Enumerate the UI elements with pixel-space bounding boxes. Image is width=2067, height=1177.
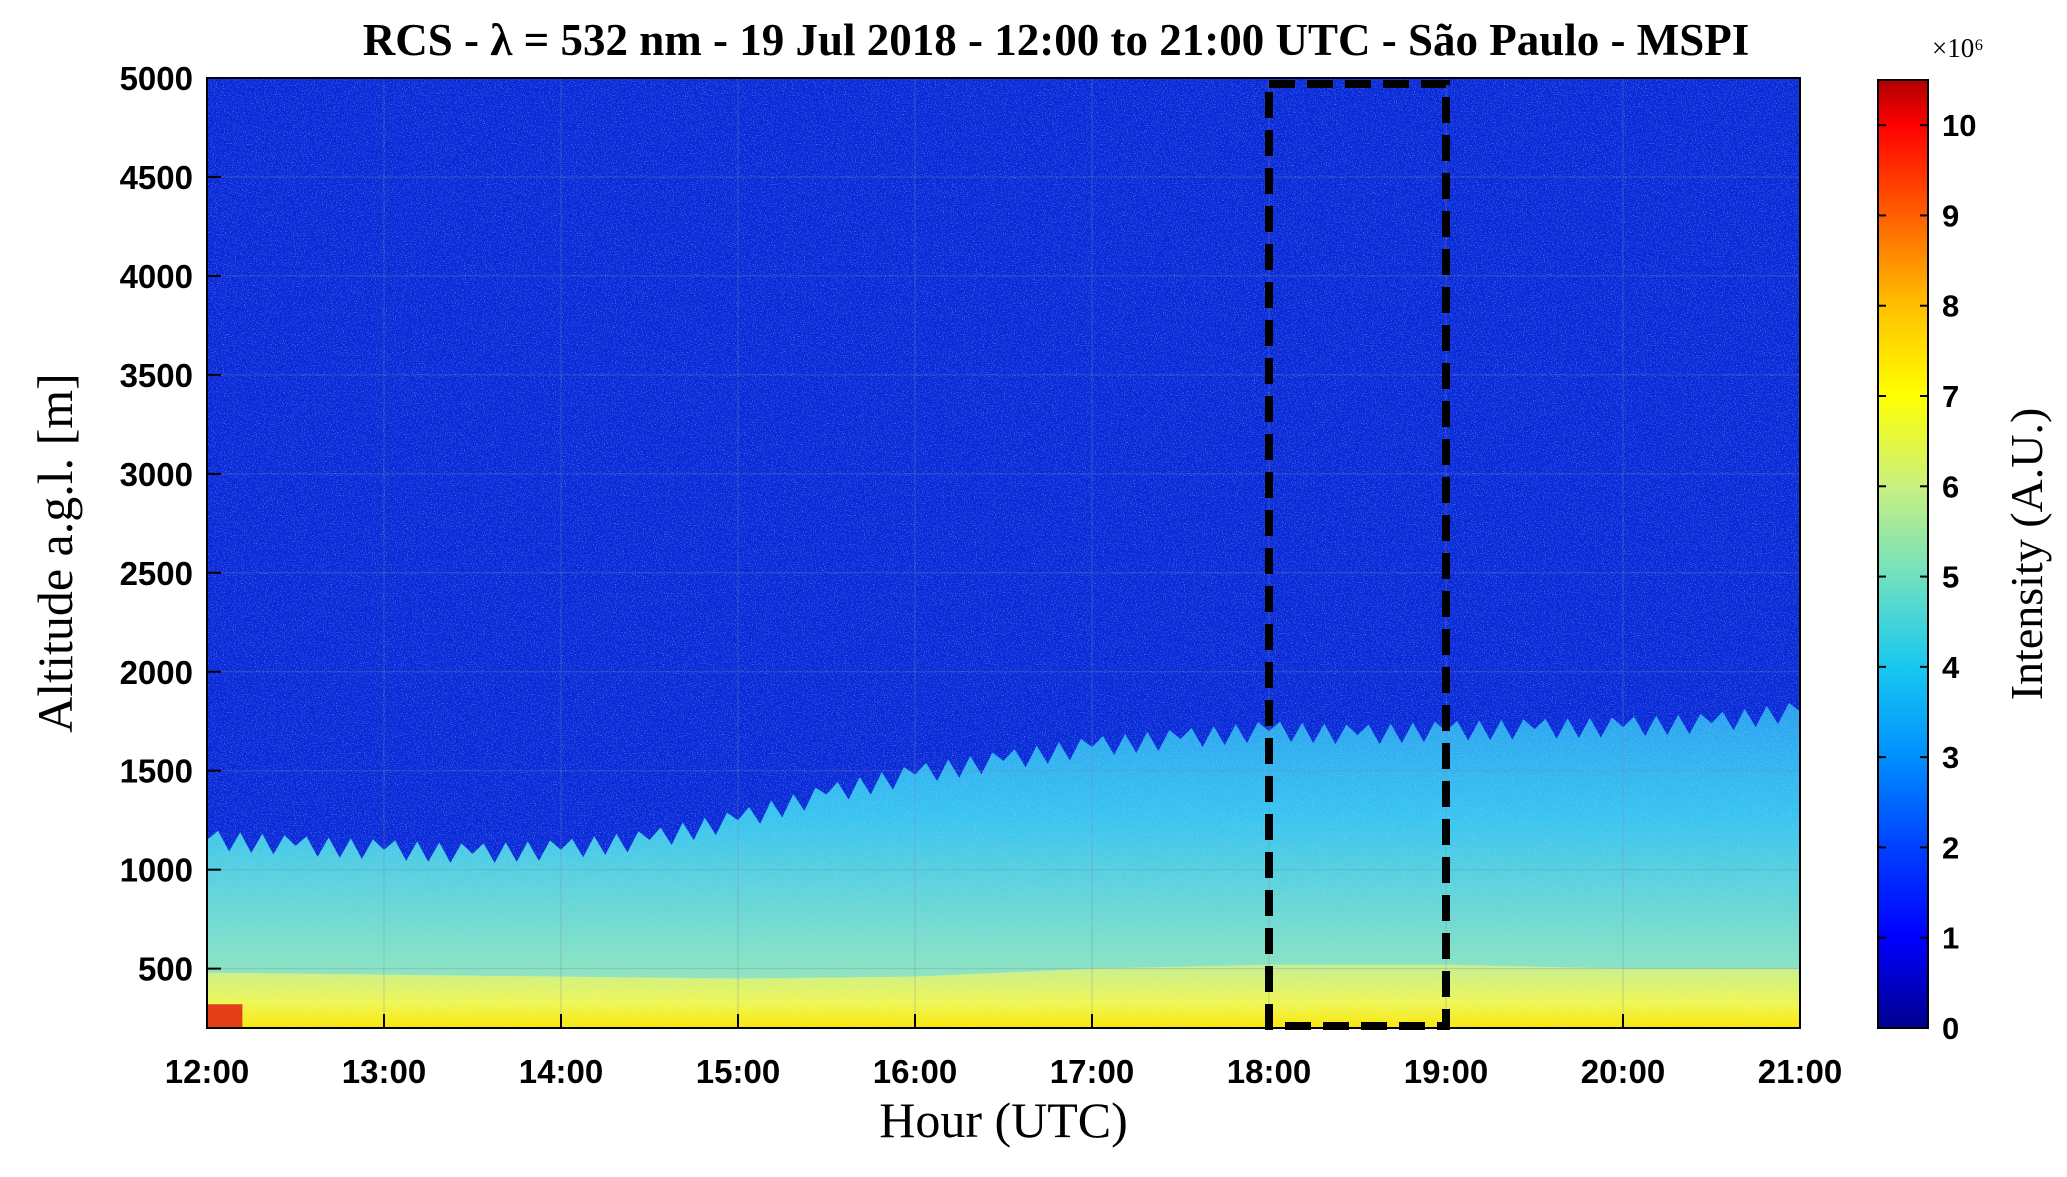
y-tick-label: 5000 [120, 60, 193, 97]
plot-area [207, 78, 1800, 1028]
y-tick-label: 500 [138, 951, 193, 988]
colorbar-tick-label: 0 [1942, 1011, 1959, 1046]
colorbar-exponent: ×10⁶ [1932, 33, 1984, 63]
x-tick-label: 17:00 [1050, 1053, 1134, 1090]
y-tick-label: 3000 [120, 456, 193, 493]
colorbar-tick-label: 3 [1942, 740, 1959, 775]
x-tick-label: 18:00 [1227, 1053, 1311, 1090]
signal-noise-texture [207, 78, 1800, 1028]
colorbar-ticks: 0 1 2 3 4 5 6 7 8 9 10 [1878, 108, 1976, 1046]
colorbar-tick-label: 6 [1942, 469, 1959, 504]
x-tick-label: 13:00 [342, 1053, 426, 1090]
colorbar [1877, 79, 1929, 1029]
y-tick-label: 4500 [120, 159, 193, 196]
high-intensity-hotspot [207, 1004, 243, 1028]
y-tick-label: 4000 [120, 258, 193, 295]
colorbar-tick-label: 9 [1942, 198, 1959, 233]
highlight-box-18-19 [1265, 80, 1450, 1030]
x-axis-label: Hour (UTC) [879, 1092, 1128, 1148]
y-tick-label: 1000 [120, 852, 193, 889]
colorbar-tick-label: 8 [1942, 289, 1959, 324]
y-tick-label: 2000 [120, 654, 193, 691]
x-axis: 12:00 13:00 14:00 15:00 16:00 17:00 18:00 19:00… [165, 1014, 1842, 1090]
x-tick-label: 16:00 [873, 1053, 957, 1090]
colorbar-tick-label: 2 [1942, 830, 1959, 865]
x-tick-label: 21:00 [1758, 1053, 1842, 1090]
chart-title: RCS - λ = 532 nm - 19 Jul 2018 - 12:00 t… [363, 15, 1750, 65]
colorbar-tick-label: 1 [1942, 921, 1959, 956]
y-tick-label: 1500 [120, 753, 193, 790]
y-axis: 500 1000 1500 2000 2500 3000 3500 4000 4500 5000 [120, 60, 221, 988]
x-tick-label: 20:00 [1581, 1053, 1665, 1090]
y-tick-label: 3500 [120, 357, 193, 394]
y-axis-label: Altitude a.g.l. [m] [27, 373, 83, 733]
colorbar-label: Intensity (A.U.) [2001, 408, 2052, 701]
colorbar-tick-label: 5 [1942, 560, 1959, 595]
x-tick-label: 15:00 [696, 1053, 780, 1090]
colorbar-tick-label: 4 [1942, 650, 1960, 685]
y-tick-label: 2500 [120, 555, 193, 592]
x-tick-label: 12:00 [165, 1053, 249, 1090]
x-tick-label: 19:00 [1404, 1053, 1488, 1090]
plot-frame [206, 77, 1801, 1029]
x-tick-label: 14:00 [519, 1053, 603, 1090]
colorbar-tick-label: 7 [1942, 379, 1959, 414]
colorbar-tick-label: 10 [1942, 108, 1976, 143]
